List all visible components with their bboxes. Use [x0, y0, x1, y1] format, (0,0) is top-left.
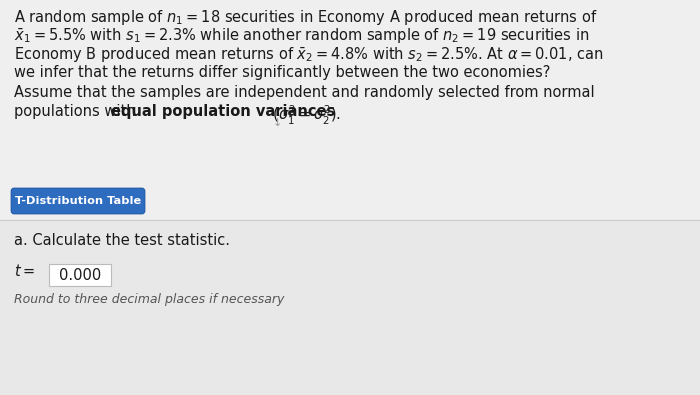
Text: Round to three decimal places if necessary: Round to three decimal places if necessa… — [14, 293, 284, 306]
FancyBboxPatch shape — [11, 188, 145, 214]
FancyBboxPatch shape — [0, 220, 700, 395]
Text: $t =$: $t =$ — [14, 263, 35, 279]
Text: $(\sigma_1^2 = \sigma_2^2)$.: $(\sigma_1^2 = \sigma_2^2)$. — [268, 104, 341, 127]
FancyBboxPatch shape — [0, 0, 700, 220]
Text: a. Calculate the test statistic.: a. Calculate the test statistic. — [14, 233, 230, 248]
Text: T-Distribution Table: T-Distribution Table — [15, 196, 141, 206]
Text: equal population variances: equal population variances — [111, 104, 335, 119]
Text: populations with: populations with — [14, 104, 140, 119]
Text: A random sample of $n_1 = 18$ securities in Economy A produced mean returns of: A random sample of $n_1 = 18$ securities… — [14, 8, 598, 27]
FancyBboxPatch shape — [49, 264, 111, 286]
Text: ↓: ↓ — [273, 118, 282, 128]
Text: 0.000: 0.000 — [59, 267, 101, 282]
Text: $\bar{x}_1 = 5.5\%$ with $s_1 = 2.3\%$ while another random sample of $n_2 = 19$: $\bar{x}_1 = 5.5\%$ with $s_1 = 2.3\%$ w… — [14, 27, 589, 46]
Text: Economy B produced mean returns of $\bar{x}_2 = 4.8\%$ with $s_2 = 2.5\%$. At $\: Economy B produced mean returns of $\bar… — [14, 46, 603, 65]
Text: we infer that the returns differ significantly between the two economies?: we infer that the returns differ signifi… — [14, 65, 550, 80]
Text: Assume that the samples are independent and randomly selected from normal: Assume that the samples are independent … — [14, 85, 594, 100]
